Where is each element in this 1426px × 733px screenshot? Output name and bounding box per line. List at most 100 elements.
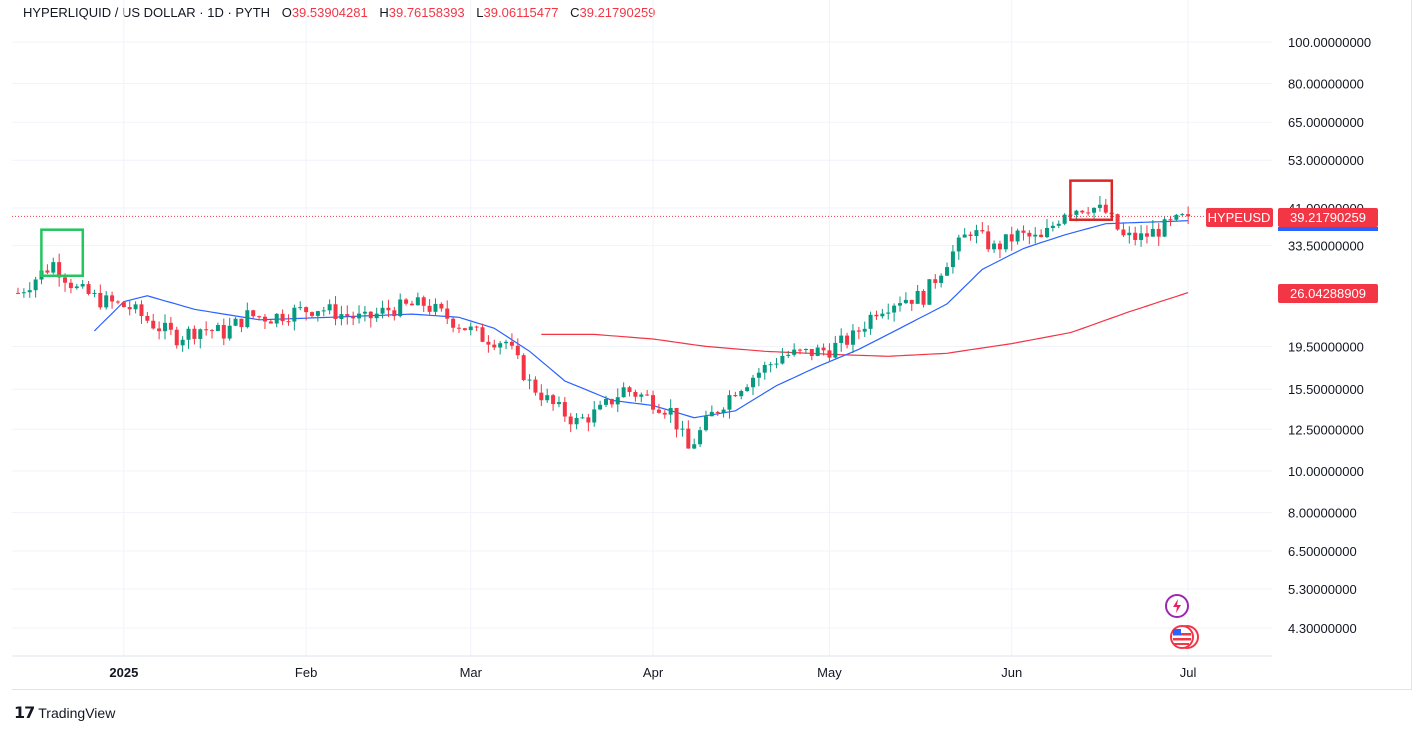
- y-tick-label: 10.00000000: [1288, 464, 1364, 479]
- close-key: C: [570, 5, 580, 20]
- highlight-box-green: [40, 228, 85, 278]
- candle-body: [57, 262, 62, 278]
- candle-body: [315, 311, 320, 316]
- candle-body: [163, 322, 167, 332]
- candle-body: [933, 279, 938, 283]
- y-axis[interactable]: 100.00000000 80.00000000 65.00000000 53.000…: [1288, 35, 1371, 636]
- candle-body: [33, 279, 38, 291]
- candle-body: [1056, 223, 1061, 226]
- candle-body: [251, 310, 256, 317]
- tradingview-watermark[interactable]: 𝟭𝟳 TradingView: [14, 703, 115, 723]
- candle-body: [51, 262, 56, 273]
- candle-body: [715, 411, 720, 413]
- candle-body: [468, 326, 473, 331]
- candle-body: [1003, 234, 1008, 250]
- candle-body: [480, 327, 485, 342]
- candles: [16, 196, 1191, 450]
- low-value: 39.06115477: [483, 5, 559, 20]
- candle-body: [327, 304, 332, 311]
- candle-body: [110, 295, 115, 302]
- candle-body: [527, 379, 532, 381]
- candle-body: [762, 364, 767, 373]
- candle-body: [439, 303, 444, 309]
- y-tick-label: 4.30000000: [1288, 621, 1357, 636]
- y-tick-label: 6.50000000: [1288, 544, 1357, 559]
- candle-body: [868, 314, 873, 329]
- candle-body: [798, 349, 803, 351]
- us-flag-icon[interactable]: [1170, 625, 1199, 649]
- candle-body: [615, 397, 620, 405]
- ma-long-layer: [541, 292, 1189, 357]
- candle-body: [1062, 214, 1067, 224]
- candle-body: [662, 412, 667, 415]
- x-tick-label: Jul: [1180, 665, 1197, 680]
- candle-body: [462, 328, 467, 331]
- candle-body: [386, 307, 391, 311]
- x-tick-label: Mar: [460, 665, 483, 680]
- candle-body: [233, 318, 238, 326]
- candle-body: [321, 310, 326, 312]
- candle-body: [415, 297, 420, 306]
- candle-body: [968, 234, 973, 237]
- candle-body: [1156, 228, 1161, 237]
- symbol-title: HYPERLIQUID / US DOLLAR · 1D · PYTH: [23, 5, 271, 20]
- candle-body: [421, 297, 426, 306]
- candle-body: [1168, 219, 1173, 221]
- candle-body: [562, 402, 567, 417]
- candle-body: [104, 295, 109, 308]
- candle-body: [633, 391, 638, 397]
- y-tick-label: 80.00000000: [1288, 77, 1364, 92]
- y-tick-label: 19.50000000: [1288, 339, 1364, 354]
- candle-body: [292, 307, 297, 322]
- candle-body: [703, 416, 708, 431]
- candle-body: [133, 304, 138, 310]
- candle-body: [980, 230, 985, 232]
- candle-body: [427, 305, 432, 312]
- candle-body: [92, 292, 97, 294]
- candle-body: [645, 394, 650, 396]
- candle-body: [992, 243, 997, 250]
- candle-body: [157, 328, 162, 332]
- candle-body: [792, 349, 797, 355]
- candle-body: [298, 307, 303, 309]
- candle-body: [1174, 214, 1179, 220]
- y-tick-label: 12.50000000: [1288, 422, 1364, 437]
- candle-body: [268, 321, 273, 324]
- candle-body: [1097, 204, 1102, 208]
- candle-body: [945, 267, 950, 276]
- candle-body: [274, 313, 279, 324]
- candle-body: [1186, 214, 1191, 217]
- lightning-icon[interactable]: [1165, 594, 1189, 618]
- candle-body: [1080, 210, 1085, 213]
- candle-body: [339, 314, 344, 319]
- highlight-boxes: [40, 179, 1114, 278]
- grid: [12, 0, 1272, 657]
- candle-body: [409, 303, 414, 306]
- open-key: O: [281, 5, 292, 20]
- candle-body: [751, 377, 755, 388]
- x-tick-label: Jun: [1001, 665, 1022, 680]
- candle-body: [1033, 234, 1038, 237]
- x-axis[interactable]: 2025 Feb Mar Apr May Jun Jul: [109, 665, 1196, 680]
- candle-body: [445, 308, 450, 319]
- ohlc-legend: HYPERLIQUID / US DOLLAR · 1D · PYTH O 39.…: [23, 5, 655, 20]
- candle-body: [451, 318, 456, 328]
- candle-body: [204, 329, 209, 331]
- candle-body: [692, 444, 697, 449]
- candle-body: [586, 417, 591, 423]
- ma-short-tag-strip: [1278, 227, 1378, 231]
- ma-short-layer: [93, 220, 1189, 419]
- candle-body: [1133, 232, 1138, 240]
- candle-body: [698, 430, 703, 445]
- candle-body: [739, 390, 744, 397]
- candle-body: [815, 347, 820, 356]
- candle-body: [892, 305, 897, 313]
- candle-body: [45, 270, 50, 273]
- high-key: H: [379, 5, 389, 20]
- ma-long-line: [541, 292, 1189, 357]
- candle-body: [198, 329, 203, 339]
- candle-body: [398, 299, 403, 317]
- candle-body: [333, 304, 338, 319]
- candle-body: [556, 402, 561, 405]
